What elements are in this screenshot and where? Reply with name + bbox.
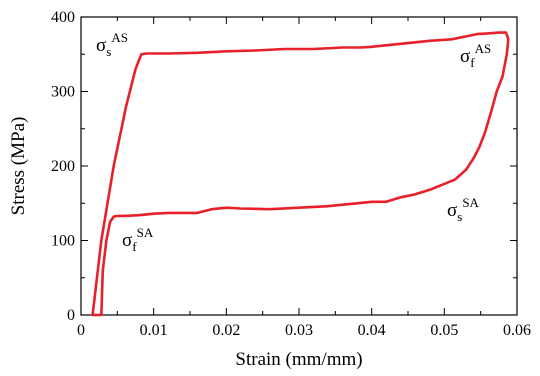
axis-ticks [80, 16, 518, 316]
y-tick-label: 0 [67, 307, 75, 324]
tick-labels: 0 0.01 0.02 0.03 0.04 0.05 0.06 0 100 200 300 400 [51, 9, 531, 339]
y-tick-label: 400 [51, 9, 75, 26]
annotation-sigma-f-AS: σfAS [460, 41, 491, 70]
annotation-sigma-s-SA: σsSA [447, 195, 480, 224]
annotation-sigma-f-SA: σfSA [122, 225, 154, 254]
y-axis-label: Stress (MPa) [8, 117, 29, 216]
x-axis-label: Strain (mm/mm) [235, 349, 362, 370]
x-tick-label: 0.02 [212, 322, 240, 339]
x-tick-label: 0.04 [358, 322, 386, 339]
y-tick-label: 100 [51, 233, 75, 250]
y-tick-label: 200 [51, 158, 75, 175]
series-line-0 [91, 31, 510, 317]
annotation-sigma-s-AS: σsAS [96, 30, 128, 59]
x-tick-label: 0.06 [503, 322, 531, 339]
series-layer [91, 31, 510, 317]
x-tick-label: 0 [77, 322, 85, 339]
x-tick-label: 0.01 [140, 322, 168, 339]
x-tick-label: 0.05 [430, 322, 458, 339]
y-tick-label: 300 [51, 84, 75, 101]
x-tick-label: 0.03 [285, 322, 313, 339]
plot-frame [80, 16, 518, 316]
